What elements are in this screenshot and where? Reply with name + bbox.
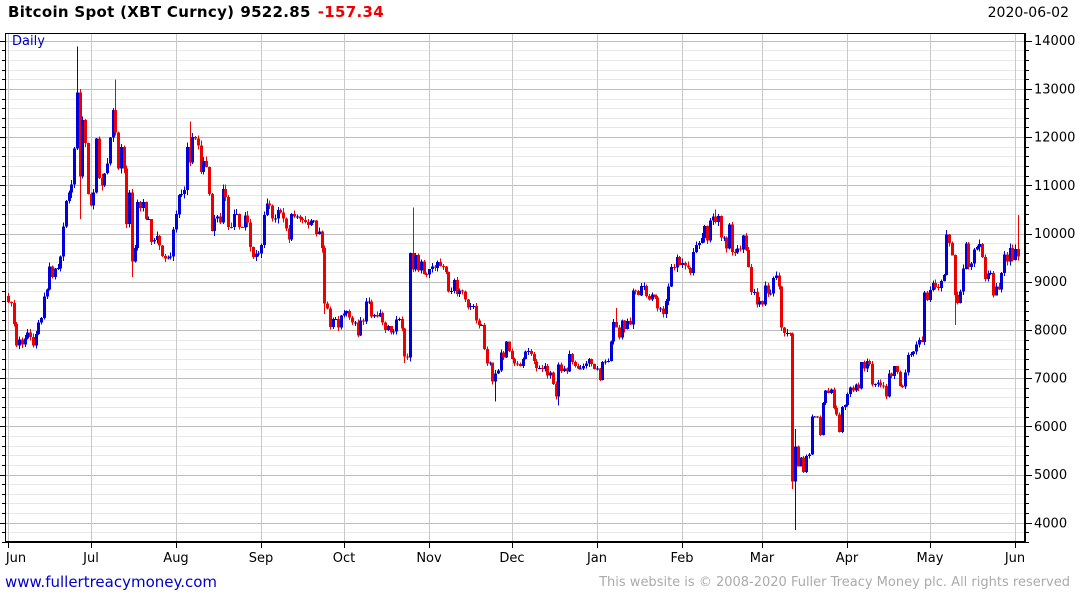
svg-text:Apr: Apr: [836, 551, 859, 566]
svg-text:Jun: Jun: [5, 551, 26, 566]
svg-text:9000: 9000: [1034, 275, 1067, 290]
copyright-text: This website is © 2008-2020 Fuller Treac…: [599, 575, 1070, 590]
svg-text:Mar: Mar: [750, 551, 775, 566]
axis-layer: [0, 33, 1032, 548]
axis-labels-layer: 4000 5000 6000 7000 8000 9000 10000 11000 12000 1…: [5, 34, 1075, 566]
svg-text:Sep: Sep: [249, 551, 274, 566]
svg-text:13000: 13000: [1034, 82, 1075, 97]
svg-text:Jul: Jul: [82, 551, 99, 566]
svg-text:14000: 14000: [1034, 34, 1075, 49]
svg-text:Jan: Jan: [586, 551, 607, 566]
chart-title: Bitcoin Spot (XBT Curncy) 9522.85 -157.34: [8, 3, 384, 21]
frequency-label: Daily: [12, 34, 45, 49]
grid-layer: [6, 34, 1025, 543]
svg-text:5000: 5000: [1034, 468, 1067, 483]
svg-text:Feb: Feb: [670, 551, 693, 566]
svg-text:Oct: Oct: [333, 551, 355, 566]
candles-layer: [7, 46, 1020, 530]
svg-text:Dec: Dec: [499, 551, 524, 566]
svg-text:4000: 4000: [1034, 516, 1067, 531]
last-price: 9522.85: [240, 3, 311, 21]
svg-text:Jun: Jun: [1004, 551, 1025, 566]
svg-text:10000: 10000: [1034, 227, 1075, 242]
site-link[interactable]: www.fullertreacymoney.com: [5, 573, 218, 591]
svg-text:Aug: Aug: [163, 551, 188, 566]
svg-text:7000: 7000: [1034, 372, 1067, 387]
svg-text:11000: 11000: [1034, 179, 1075, 194]
chart-date: 2020-06-02: [987, 5, 1069, 21]
svg-text:8000: 8000: [1034, 323, 1067, 338]
svg-text:12000: 12000: [1034, 131, 1075, 146]
instrument-name: Bitcoin Spot (XBT Curncy): [8, 3, 235, 21]
svg-text:Nov: Nov: [416, 551, 442, 566]
price-change: -157.34: [317, 3, 384, 21]
svg-text:May: May: [917, 551, 944, 566]
svg-text:6000: 6000: [1034, 420, 1067, 435]
